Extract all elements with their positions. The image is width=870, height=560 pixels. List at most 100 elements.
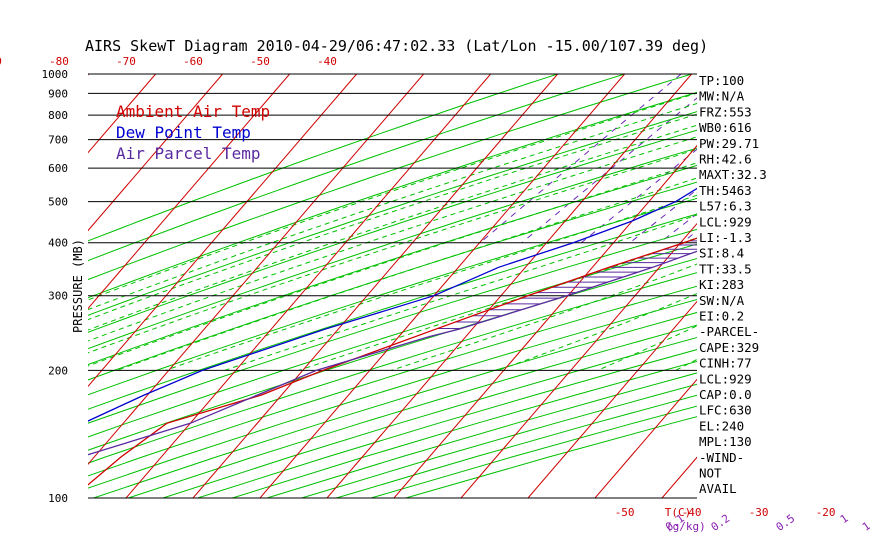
mixing-ratio-label: 0.5	[774, 512, 798, 534]
index-entry: PW:29.71	[699, 136, 759, 151]
index-entry: FRZ:553	[699, 104, 752, 119]
index-entry: LI:-1.3	[699, 230, 752, 245]
pressure-label: 600	[48, 162, 68, 175]
mixing-ratio-label: 1	[838, 512, 851, 526]
mixing-ratio-line	[772, 74, 870, 243]
isotherm-line	[594, 378, 697, 498]
moist-adiabat-line	[88, 92, 697, 301]
stability-indices: TP:100MW:N/AFRZ:553WB0:616PW:29.71RH:42.…	[699, 73, 767, 496]
index-entry: AVAIL	[699, 481, 737, 496]
index-entry: EI:0.2	[699, 309, 744, 324]
dry-adiabat-line	[197, 349, 697, 498]
index-entry: KI:283	[699, 277, 744, 292]
bottom-temp-label: -40	[682, 506, 702, 519]
moist-adiabat-line	[165, 194, 697, 371]
isotherm-line	[326, 74, 693, 498]
index-entry: SI:8.4	[699, 246, 744, 261]
parcel-temp-profile	[88, 250, 697, 456]
dry-adiabat-line	[88, 91, 697, 299]
index-entry: CINH:77	[699, 356, 752, 371]
isotherms	[0, 74, 870, 498]
dry-adiabat-line	[88, 129, 697, 333]
isotherm-line	[192, 74, 559, 498]
mixing-ratio-line	[856, 74, 870, 243]
index-entry: LCL:929	[699, 371, 752, 386]
bottom-temperature-labels: -50-40-30-20-100102030T(C)	[615, 506, 836, 519]
index-entry: LCL:929	[699, 214, 752, 229]
index-entry: TP:100	[699, 73, 744, 88]
isotherm-line	[460, 222, 697, 498]
dry-adiabat-line	[88, 285, 697, 477]
mixing-ratio-line	[835, 74, 870, 243]
moist-adiabat-line	[88, 113, 697, 321]
mixing-ratio-line	[818, 74, 870, 243]
isotherm-line	[88, 74, 157, 154]
dry-adiabat-line	[88, 74, 692, 281]
top-temp-label: -70	[116, 55, 136, 68]
isotherm-line	[88, 74, 358, 388]
pressure-label: 100	[48, 492, 68, 505]
top-temp-label: -90	[0, 55, 2, 68]
mixing-ratio-line	[659, 213, 697, 244]
profiles	[88, 187, 697, 486]
dry-adiabat-line	[88, 197, 697, 396]
moist-adiabat-line	[88, 162, 697, 367]
moist-adiabat-line	[224, 214, 697, 371]
bottom-temp-unit: T(C)	[665, 506, 692, 519]
isotherm-line	[863, 74, 870, 498]
dry-adiabat-line	[88, 243, 697, 438]
dry-adiabat-line	[93, 311, 697, 498]
bottom-temp-label: -20	[816, 506, 836, 519]
isotherm-line	[796, 74, 870, 498]
dry-adiabat-line	[266, 372, 697, 498]
pressure-label: 800	[48, 109, 68, 122]
top-temp-label: -50	[250, 55, 270, 68]
bottom-temp-label: -30	[749, 506, 769, 519]
isotherm-line	[527, 300, 697, 498]
top-temp-label: -60	[183, 55, 203, 68]
pressure-axis-labels: 100 200 300 400 500 600 700 800 900 1000	[42, 68, 69, 505]
chart-title: AIRS SkewT Diagram 2010-04-29/06:47:02.3…	[85, 37, 708, 55]
index-entry: TH:5463	[699, 183, 752, 198]
mixing-ratio-unit: (g/kg)	[666, 520, 706, 533]
isotherm-line	[88, 74, 224, 232]
dry-adiabat-line	[88, 181, 697, 381]
mixing-ratio-label: 1.5	[860, 512, 870, 534]
top-temp-label: -40	[317, 55, 337, 68]
dry-adiabat-line	[301, 383, 697, 498]
moist-adiabat-line	[298, 237, 697, 371]
isotherm-line	[393, 144, 697, 498]
index-entry: -PARCEL-	[699, 324, 759, 339]
moist-adiabat-line	[391, 263, 697, 371]
legend: Ambient Air Temp Dew Point Temp Air Parc…	[116, 102, 270, 163]
mixing-ratio-line	[479, 74, 682, 244]
pressure-label: 400	[48, 237, 68, 250]
y-axis-label: PRESSURE (MB)	[71, 239, 85, 333]
dewpoint-profile	[88, 187, 697, 422]
dry-adiabat-line	[88, 298, 697, 489]
pressure-label: 500	[48, 196, 68, 209]
pressure-label: 700	[48, 134, 68, 147]
isotherm-line	[125, 74, 492, 498]
dry-adiabat-line	[88, 272, 697, 464]
mixing-ratio-line	[798, 74, 870, 243]
dry-adiabat-line	[88, 74, 625, 262]
index-entry: CAPE:329	[699, 340, 759, 355]
dry-adiabat-line	[88, 111, 697, 316]
isobars	[88, 73, 697, 499]
isotherm-line	[88, 74, 425, 466]
cape-hatch	[437, 240, 697, 330]
mixing-ratio-line	[738, 74, 870, 243]
isotherm-line	[0, 74, 22, 498]
legend-dewpoint: Dew Point Temp	[116, 123, 251, 142]
index-entry: L57:6.3	[699, 199, 752, 214]
index-entry: RH:42.6	[699, 152, 752, 167]
index-entry: WB0:616	[699, 120, 752, 135]
index-entry: -WIND-	[699, 450, 744, 465]
top-temperature-labels: -120-110-100-90-80-70-60-50-40	[0, 55, 337, 68]
ambient-temp-profile	[88, 237, 697, 486]
isotherm-line	[88, 74, 291, 310]
bottom-temp-label: -50	[615, 506, 635, 519]
index-entry: MW:N/A	[699, 89, 745, 104]
dry-adiabat-line	[88, 228, 697, 424]
